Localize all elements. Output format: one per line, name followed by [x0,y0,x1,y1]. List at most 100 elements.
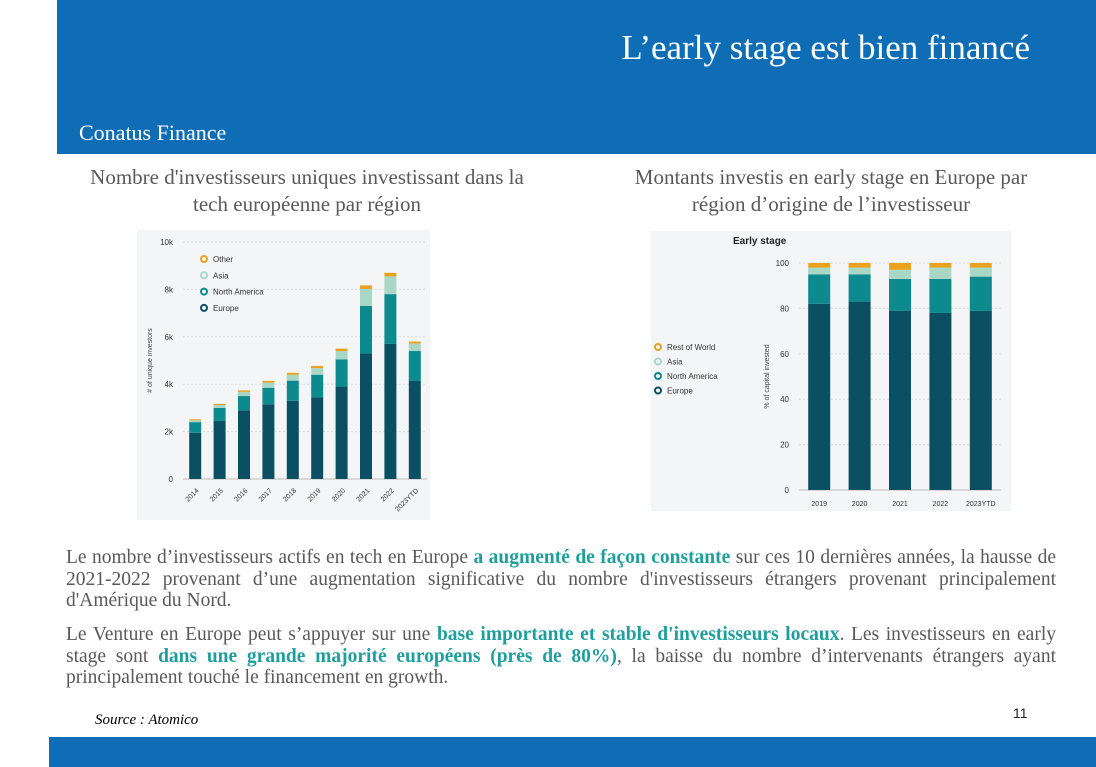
x-tick-label: 2022 [380,487,396,503]
y-tick-label: 80 [780,304,789,313]
source-note: Source : Atomico [95,712,199,728]
legend-label: North America [667,372,718,381]
bar-segment [384,294,397,344]
early-stage-chart-svg: 0 20 40 60 80 100 % of capital invested Early s… [654,236,1001,508]
bar-segment [848,274,871,302]
paragraph-investors: Le nombre d’investisseurs actifs en tech… [66,547,1056,612]
paragraph2-text-c: , la baisse du nombre d’intervenants étr… [66,645,1056,689]
bar-segment [929,267,952,279]
footer-banner [49,737,1096,767]
investors-chart: 0 2k 4k 6k 8k 10k # of unique investors 2014 201… [137,230,430,520]
bar-segment [969,267,992,277]
bar-segment [189,419,202,421]
x-tick-label: 2023YTD [394,487,420,513]
bar-segment [213,405,226,408]
bar-segment [335,359,348,387]
y-tick-label: 0 [169,475,174,484]
x-tick-label: 2022 [933,501,949,508]
bar-segment [360,353,372,479]
bar-segment [929,263,952,268]
x-tick-label: 2020 [852,501,868,508]
legend-label: Europe [667,387,693,396]
bar-segment [808,267,831,275]
bar-segment [808,303,831,490]
legend-marker [654,386,662,395]
bar-segment [311,397,324,479]
bar-segment [286,380,299,401]
y-tick-label: 100 [776,259,790,268]
right-caption-line2: région d’origine de l’investisseur [691,192,971,216]
bar-segment [848,263,871,268]
bar-segment [889,310,911,490]
bar-segment [213,420,226,479]
early-stage-chart: 0 20 40 60 80 100 % of capital invested Early s… [651,231,1011,511]
bar-segment [848,267,871,275]
legend-label: Rest of World [667,343,715,352]
y-tick-label: 8k [165,285,174,294]
legend-label: Asia [667,358,683,367]
y-tick-label: 60 [780,350,789,359]
x-tick-label: 2019 [307,487,323,503]
bar-segment [408,341,421,344]
left-caption-line1: Nombre d'investisseurs uniques investiss… [90,165,524,189]
bar-segment [848,301,871,490]
slide-title: L’early stage est bien financé [621,28,1030,67]
x-tick-label: 2023YTD [966,501,996,508]
bar-segment [360,285,372,289]
page-number: 11 [1013,705,1028,721]
y-axis-label: % of capital invested [764,344,771,408]
paragraph2-highlight-b: dans une grande majorité européens (près… [158,645,617,667]
bar-segment [384,276,397,295]
bar-segment [189,432,202,479]
paragraph2-text-a: Le Venture en Europe peut s’appuyer sur … [66,624,437,645]
x-tick-label: 2021 [355,487,371,503]
bar-segment [808,263,831,268]
right-caption-line1: Montants investis en early stage en Euro… [634,165,1028,189]
bar-segment [889,278,911,311]
bar-segment [929,312,952,490]
legend-marker [200,255,208,263]
bar-segment [262,380,275,383]
bar-segment [408,351,421,381]
y-tick-label: 10k [160,238,174,247]
paragraph-venture: Le Venture en Europe peut s’appuyer sur … [66,624,1056,689]
bar-segment [213,403,226,406]
legend-label: North America [213,288,264,297]
bar-segment [969,310,992,490]
bar-segment [808,274,831,304]
paragraph2-highlight-a: base importante et stable d'investisseur… [436,624,840,645]
bar-segment [238,396,250,411]
legend-marker [654,343,662,351]
x-tick-label: 2016 [233,487,249,503]
bar-segment [889,263,911,270]
y-tick-label: 2k [165,428,174,437]
paragraph1-highlight: a augmenté de façon constante [473,547,731,568]
legend-marker [200,287,208,296]
paragraph1-text-b: sur ces 10 dernières années, la hausse d… [66,547,1056,611]
x-tick-label: 2020 [331,487,347,503]
bar-segment [238,390,250,392]
bar-segment [286,400,299,479]
y-tick-label: 40 [780,395,789,404]
x-tick-label: 2019 [811,501,827,508]
x-tick-label: 2017 [258,487,274,503]
chart-title: Early stage [733,236,787,247]
bar-segment [384,343,397,479]
bar-segment [408,380,421,479]
y-axis-label: # of unique investors [147,328,154,393]
bar-segment [335,348,348,352]
bar-segment [335,351,348,360]
y-tick-label: 6k [165,333,174,342]
bar-segment [262,387,275,405]
bar-segment [311,365,324,369]
x-tick-label: 2021 [892,501,908,508]
bar-segment [969,276,992,311]
bar-segment [286,372,299,375]
brand-name: Conatus Finance [79,120,227,145]
bar-segment [262,382,275,388]
header-banner: L’early stage est bien financé Conatus F… [57,0,1096,154]
bar-segment [929,278,952,313]
bar-segment [311,368,324,375]
bar-segment [384,272,397,277]
right-chart-caption: Montants investis en early stage en Euro… [606,164,1056,218]
